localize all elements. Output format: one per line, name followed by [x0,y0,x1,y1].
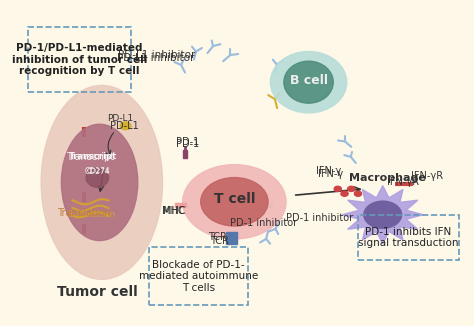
Text: MHC: MHC [164,206,186,216]
Text: PD-1 inhibits IFN
signal transduction: PD-1 inhibits IFN signal transduction [358,227,459,248]
Text: PD-L1: PD-L1 [107,114,133,123]
Text: PD-1 inhibitor: PD-1 inhibitor [286,213,353,223]
Text: TCR: TCR [210,236,229,245]
Bar [174,203,186,207]
Circle shape [355,191,362,196]
Text: IFN-γ: IFN-γ [319,169,344,179]
Bar [231,232,237,244]
Text: MHC: MHC [163,206,185,216]
Text: PD-1: PD-1 [175,137,199,147]
Text: IFN-γ: IFN-γ [316,166,341,176]
Text: B cell: B cell [290,74,328,87]
Bar [226,232,231,244]
Ellipse shape [86,168,109,187]
Text: PD-1/PD-L1-mediated
inhibition of tumor cell
recognition by T cell: PD-1/PD-L1-mediated inhibition of tumor … [12,43,147,76]
Text: Transcript: Transcript [66,152,115,162]
Text: TCR: TCR [208,232,227,242]
Text: T cell: T cell [214,192,255,206]
Circle shape [120,122,131,130]
Text: Translation: Translation [57,208,110,218]
Circle shape [364,201,401,228]
Text: PD-1 inhibitor: PD-1 inhibitor [230,218,297,228]
Circle shape [334,186,341,191]
Text: Tumor cell: Tumor cell [57,285,137,299]
Text: PD-L1 inhibitor: PD-L1 inhibitor [117,53,194,63]
Text: IFN-γR: IFN-γR [387,177,419,187]
Circle shape [341,191,348,196]
Bar [182,150,187,158]
Text: PD-1: PD-1 [175,139,199,149]
Ellipse shape [41,85,163,279]
Circle shape [201,178,268,226]
Text: PD-L1 inhibitor: PD-L1 inhibitor [118,50,195,60]
Ellipse shape [284,61,333,103]
Circle shape [347,186,355,191]
Text: Transcript: Transcript [69,152,117,161]
Text: Blockade of PD-1-
mediated autoimmune
T cells: Blockade of PD-1- mediated autoimmune T … [139,259,258,293]
Text: IFN-γR: IFN-γR [410,171,443,181]
Text: CD274: CD274 [84,167,110,176]
Text: Macrophage: Macrophage [349,172,426,183]
Ellipse shape [61,124,138,241]
Text: CD274: CD274 [87,168,110,174]
Ellipse shape [270,52,347,113]
Circle shape [182,165,286,239]
Text: PD-L1: PD-L1 [110,121,139,131]
Text: Translation: Translation [66,210,115,219]
Polygon shape [342,185,423,244]
